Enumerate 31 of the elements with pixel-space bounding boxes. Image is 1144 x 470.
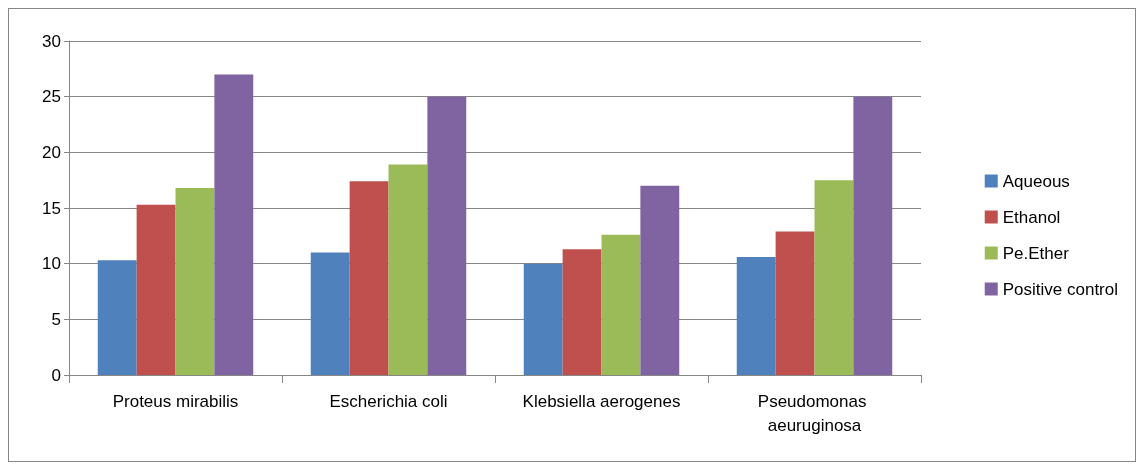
bar <box>853 96 893 375</box>
bar <box>814 180 854 375</box>
x-tick-label: Escherichia coli <box>329 391 448 411</box>
y-tick-label: 20 <box>42 142 61 162</box>
x-tick-label: Proteus mirabilis <box>112 391 239 411</box>
bar <box>388 164 428 375</box>
bar <box>640 185 680 375</box>
bar <box>214 74 254 375</box>
bar <box>601 234 641 375</box>
y-tick-label: 15 <box>42 198 61 218</box>
bar <box>427 96 467 375</box>
bar <box>310 252 350 375</box>
bar <box>175 187 215 375</box>
y-tick-label: 30 <box>42 31 61 51</box>
legend-label: Pe.Ether <box>1002 243 1070 263</box>
legend-label: Aqueous <box>1002 171 1070 191</box>
bar <box>736 256 776 375</box>
y-tick-label: 10 <box>42 254 61 274</box>
y-tick-label: 25 <box>42 87 61 107</box>
y-tick-label: 5 <box>51 309 61 329</box>
y-tick-label: 0 <box>51 365 61 385</box>
legend-label: Ethanol <box>1002 207 1061 227</box>
bar <box>136 204 176 375</box>
bar <box>562 249 602 375</box>
legend-label: Positive control <box>1002 279 1119 299</box>
bar <box>775 231 815 375</box>
x-tick-label: Klebsiella aerogenes <box>522 391 681 411</box>
bar <box>523 263 563 375</box>
bar <box>349 181 389 375</box>
bar <box>97 260 137 375</box>
x-tick-label: Pseudomonas aeuruginosa <box>757 391 872 435</box>
